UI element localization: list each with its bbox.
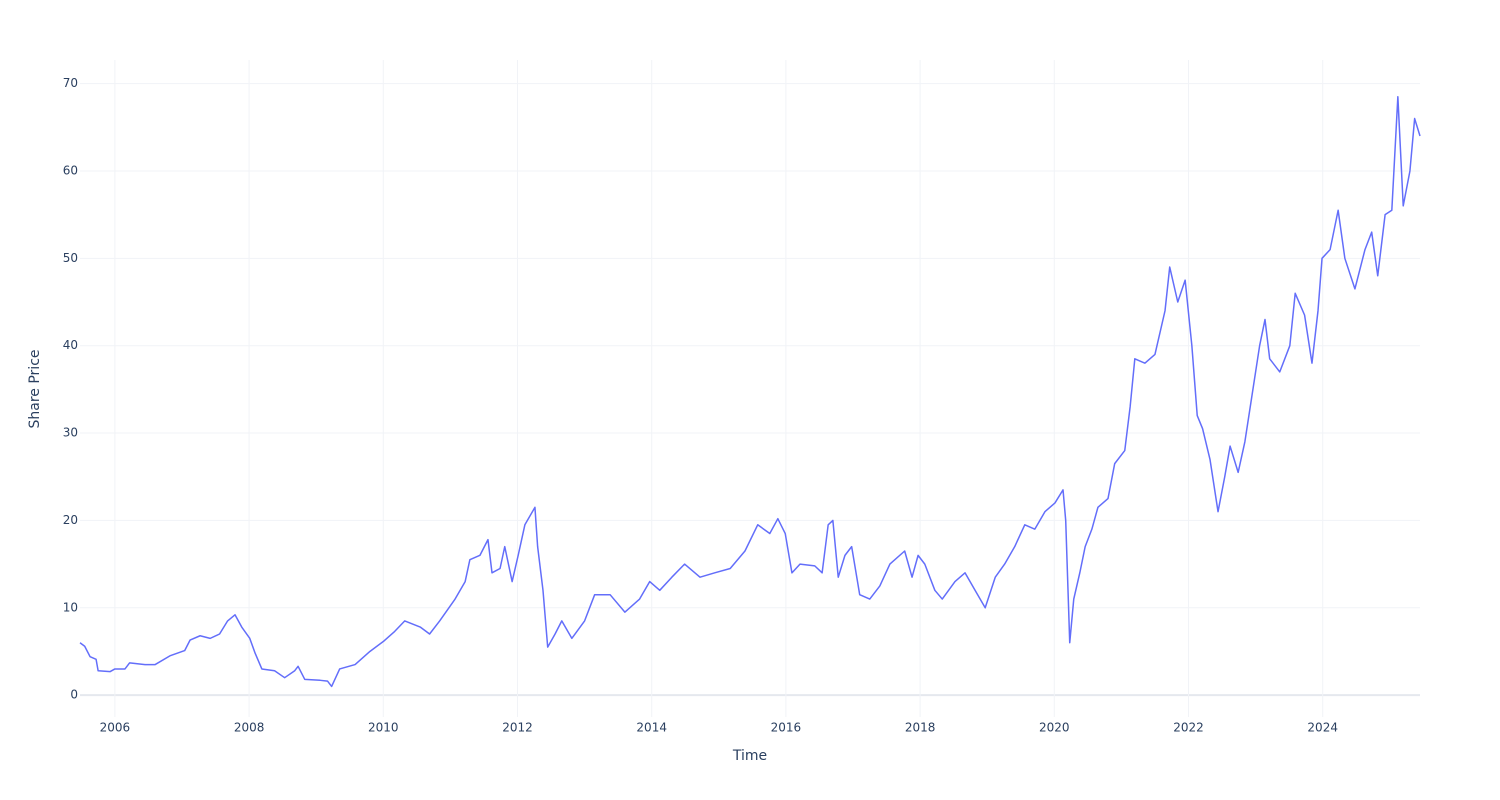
x-tick-label: 2014 bbox=[636, 721, 667, 735]
x-tick-label: 2024 bbox=[1307, 721, 1338, 735]
y-axis-title: Share Price bbox=[27, 349, 43, 428]
x-tick-label: 2020 bbox=[1039, 721, 1070, 735]
x-tick-label: 2012 bbox=[502, 721, 533, 735]
x-tick-label: 2018 bbox=[905, 721, 936, 735]
x-tick-label: 2008 bbox=[234, 721, 265, 735]
x-tick-label: 2022 bbox=[1173, 721, 1204, 735]
y-tick-label: 20 bbox=[63, 513, 78, 527]
y-tick-label: 50 bbox=[63, 251, 78, 265]
x-tick-label: 2016 bbox=[771, 721, 802, 735]
x-tick-label: 2010 bbox=[368, 721, 399, 735]
price-line bbox=[79, 95, 1421, 688]
y-tick-label: 10 bbox=[63, 600, 78, 614]
x-tick-label: 2006 bbox=[100, 721, 131, 735]
y-tick-label: 40 bbox=[63, 338, 78, 352]
y-tick-label: 70 bbox=[63, 76, 78, 90]
y-tick-label: 60 bbox=[63, 163, 78, 177]
y-tick-label: 0 bbox=[70, 688, 78, 702]
x-axis-title: Time bbox=[732, 748, 767, 764]
y-tick-label: 30 bbox=[63, 426, 78, 440]
